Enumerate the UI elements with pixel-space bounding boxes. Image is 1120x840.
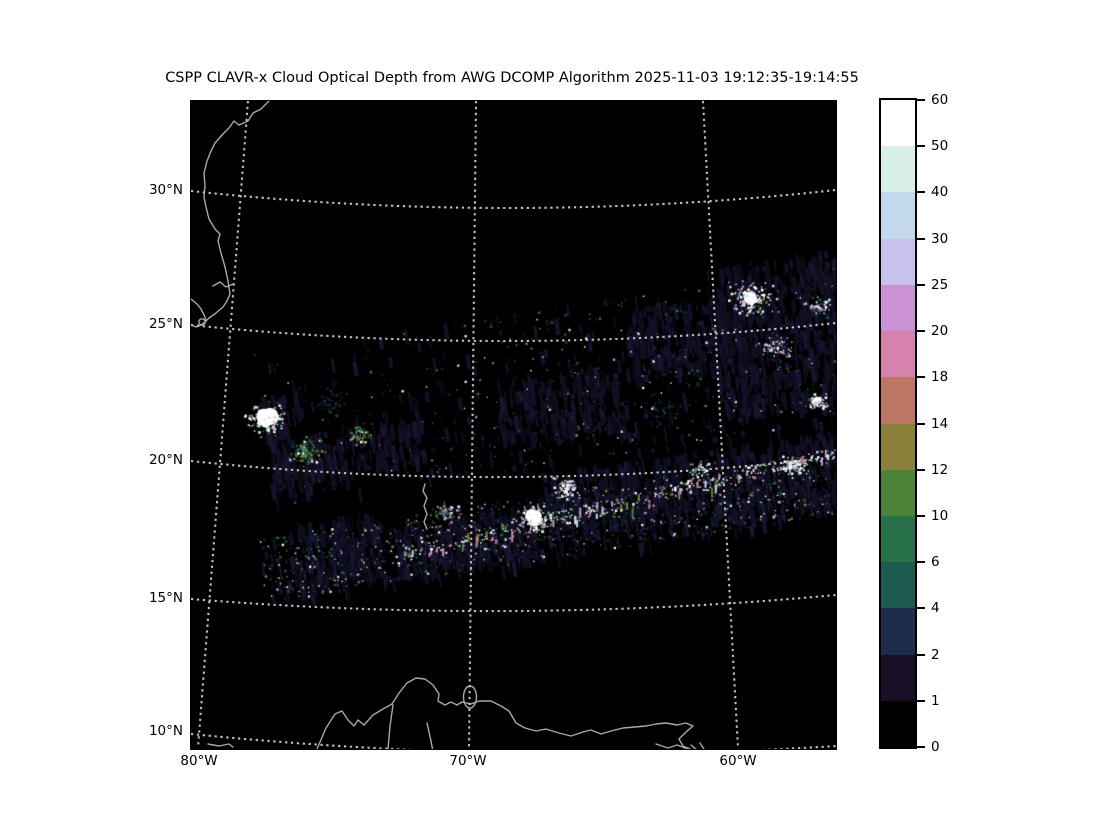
colorbar-segment [881, 331, 915, 378]
lat-tick-label: 20°N [148, 452, 183, 468]
parallel-gridline [191, 321, 836, 343]
meridian-gridline [701, 101, 740, 749]
coastlines [191, 101, 705, 749]
meridian-gridline [196, 101, 250, 749]
colorbar-tick-label: 2 [931, 646, 940, 663]
lat-tick-label: 15°N [148, 590, 183, 606]
coastline-path [387, 704, 394, 749]
colorbar-tick-label: 18 [931, 369, 949, 386]
colorbar-tick-label: 12 [931, 461, 949, 478]
colorbar-tick [915, 653, 925, 656]
map-plot [190, 100, 837, 750]
coastline-path [699, 742, 705, 749]
colorbar-tick-label: 0 [931, 739, 940, 755]
parallel-gridline [191, 188, 836, 210]
colorbar-tick-label: 60 [931, 92, 949, 108]
colorbar-tick [915, 145, 925, 148]
colorbar-tick [915, 422, 925, 425]
lon-tick-label: 80°W [180, 753, 218, 769]
coastline-path [207, 743, 234, 748]
cloud-optical-depth-raster [191, 101, 836, 749]
colorbar-tick-label: 6 [931, 554, 940, 571]
coastline-path [191, 101, 270, 328]
colorbar-tick-label: 14 [931, 415, 949, 432]
parallel-gridline [191, 593, 836, 613]
colorbar-tick-label: 10 [931, 507, 949, 524]
coastline-path [690, 744, 697, 749]
meridian-gridline [467, 101, 478, 749]
colorbar-tick [915, 330, 925, 333]
colorbar-segment [881, 284, 915, 332]
coastline-path [212, 281, 234, 288]
colorbar-segment [881, 654, 915, 702]
coastline-path [316, 677, 694, 749]
parallel-gridline [191, 732, 836, 749]
colorbar-tick [915, 237, 925, 240]
coastline-path [426, 722, 434, 749]
colorbar-segment [881, 469, 915, 517]
colorbar-segment [881, 515, 915, 563]
colorbar-tick [915, 191, 925, 194]
coastline-path [655, 743, 689, 749]
colorbar-segment [881, 423, 915, 471]
lat-tick-label: 25°N [148, 316, 183, 332]
colorbar-tick [915, 514, 925, 517]
colorbar-segment [881, 608, 915, 656]
map-overlay [191, 101, 836, 749]
colorbar-tick [915, 99, 925, 101]
colorbar-tick [915, 283, 925, 286]
colorbar-segment [881, 377, 915, 424]
colorbar-tick [915, 376, 925, 379]
coast-curl [198, 318, 206, 326]
colorbar-tick [915, 561, 925, 564]
colorbar-tick-label: 40 [931, 184, 949, 201]
colorbar-segment [881, 192, 915, 240]
colorbar [879, 98, 917, 749]
colorbar-tick-label: 1 [931, 692, 940, 709]
lon-tick-label: 70°W [449, 753, 487, 769]
parallel-gridline [191, 455, 836, 479]
lon-tick-label: 60°W [719, 753, 757, 769]
graticule-gridlines [191, 101, 836, 749]
colorbar-segment [881, 238, 915, 286]
colorbar-tick [915, 607, 925, 610]
colorbar-tick-label: 4 [931, 600, 940, 617]
lat-tick-label: 30°N [148, 182, 183, 198]
colorbar-tick-label: 20 [931, 323, 949, 340]
colorbar-tick [915, 746, 925, 748]
colorbar-segment [881, 100, 915, 147]
colorbar-tick-label: 50 [931, 138, 949, 155]
colorbar-tick [915, 468, 925, 471]
coastline-path [191, 298, 207, 321]
lat-tick-label: 10°N [148, 723, 183, 739]
colorbar-segment [881, 562, 915, 609]
colorbar-tick-label: 25 [931, 276, 949, 293]
colorbar-segment [881, 146, 915, 193]
colorbar-segment [881, 700, 915, 748]
colorbar-tick [915, 699, 925, 702]
coastline-path [422, 483, 428, 530]
colorbar-tick-label: 30 [931, 230, 949, 247]
plot-title: CSPP CLAVR-x Cloud Optical Depth from AW… [165, 70, 859, 86]
